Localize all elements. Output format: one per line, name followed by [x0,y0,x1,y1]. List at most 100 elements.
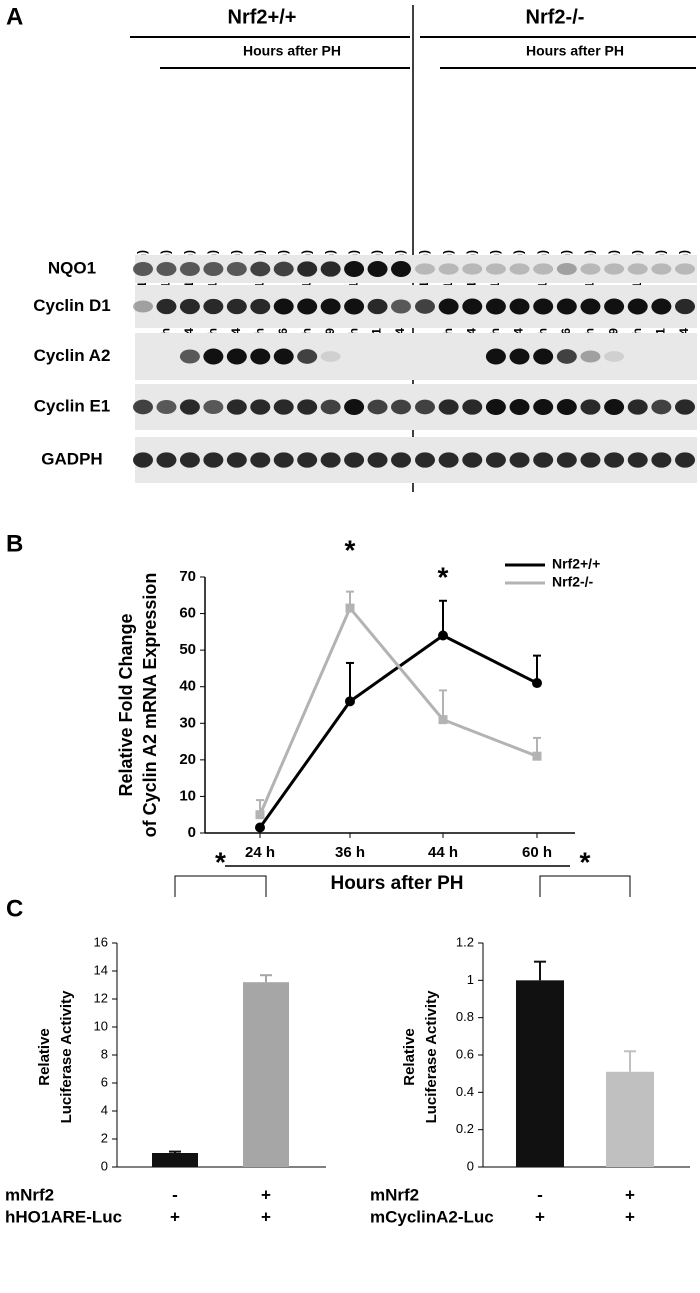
blot-band [415,399,435,415]
blot-band [675,399,695,415]
blot-band [226,348,247,365]
blot-band [320,351,341,362]
blot-band [320,399,341,415]
point [345,603,355,613]
blot-band [344,399,365,415]
blot-band [485,263,506,275]
significance: * [345,534,356,565]
blot-band [627,263,648,275]
blot-band [226,298,247,315]
blot-band [651,263,672,275]
blot-band [627,452,648,468]
legend-label: Nrf2+/+ [552,556,600,572]
blot-band [415,299,435,314]
blot-band [297,399,318,415]
x-tick-label: 24 h [245,844,275,861]
blot-band [250,348,271,365]
blot-band [367,399,388,415]
point [345,696,355,707]
y-tick-label: 60 [179,605,196,622]
y-tick-label: 1 [467,972,474,987]
blot-band [367,261,388,277]
bar [243,982,289,1167]
panel-label: B [6,530,23,557]
blot-band [226,452,247,468]
condition-value: + [625,1207,635,1226]
blot-band [604,399,625,415]
bar [606,1071,654,1167]
blot-band [203,400,224,414]
blot-band [203,452,224,468]
blot-band [391,261,411,277]
condition-value: + [535,1207,545,1226]
blot-band [556,399,577,415]
blot-band [320,261,341,277]
blot-band [675,298,695,315]
condition-value: - [172,1185,178,1204]
blot-band [133,399,153,415]
blot-band [179,452,200,468]
blot-band [250,399,271,415]
y-tick-label: 12 [94,990,108,1005]
y-tick-label: 10 [179,787,196,804]
point [438,630,448,641]
blot-band [580,452,601,468]
blot-band [179,349,200,364]
blot-band [604,351,625,362]
blot-band [462,452,483,468]
blot-band [156,400,177,414]
blot-band [250,298,271,315]
bar [152,1153,198,1167]
blot-band [533,348,554,365]
blot-band [509,399,530,415]
blot-band [675,263,695,275]
condition-value: + [261,1207,271,1226]
blot-band [156,452,177,468]
blot-band [415,452,435,468]
blot-band [533,452,554,468]
blot-band [273,348,294,365]
blot-band [509,298,530,315]
blot-band [651,399,672,415]
y-tick-label: 30 [179,714,196,731]
blot-band [250,261,271,277]
y-tick-label: 20 [179,751,196,768]
blot-band [226,262,247,276]
blot-band [438,263,459,275]
blot-band [580,350,601,363]
significance: * [215,846,226,877]
blot-band [485,399,506,415]
y-tick-label: 8 [101,1046,108,1061]
blot-band [462,399,483,415]
blot-band [533,298,554,315]
significance-bracket [174,875,267,897]
blot-label: Cyclin A2 [34,346,111,365]
condition-name: mNrf2 [370,1185,419,1204]
x-tick-label: 36 h [335,844,365,861]
blot-band [438,298,459,315]
blot-band [509,348,530,365]
blot-band [651,298,672,315]
blot-band [391,452,411,468]
blot-band [273,399,294,415]
blot-band [133,452,153,468]
y-tick-label: 0.8 [456,1009,474,1024]
blot-band [133,262,153,276]
y-tick-label: 6 [101,1074,108,1089]
blot-band [651,452,672,468]
significance: * [438,561,449,592]
y-label: Relative Fold Change [116,613,136,796]
condition-value: - [537,1185,543,1204]
blot-band [320,298,341,315]
condition-name: mNrf2 [5,1185,54,1204]
blot-band [556,298,577,315]
y-label: Luciferase Activity [423,990,440,1123]
blot-band [297,452,318,468]
group-title: Nrf2-/- [526,6,585,28]
blot-label: Cyclin D1 [33,296,110,315]
blot-band [604,263,625,275]
blot-band [344,452,365,468]
blot-band [556,349,577,364]
bar [516,980,564,1167]
point [532,678,542,689]
